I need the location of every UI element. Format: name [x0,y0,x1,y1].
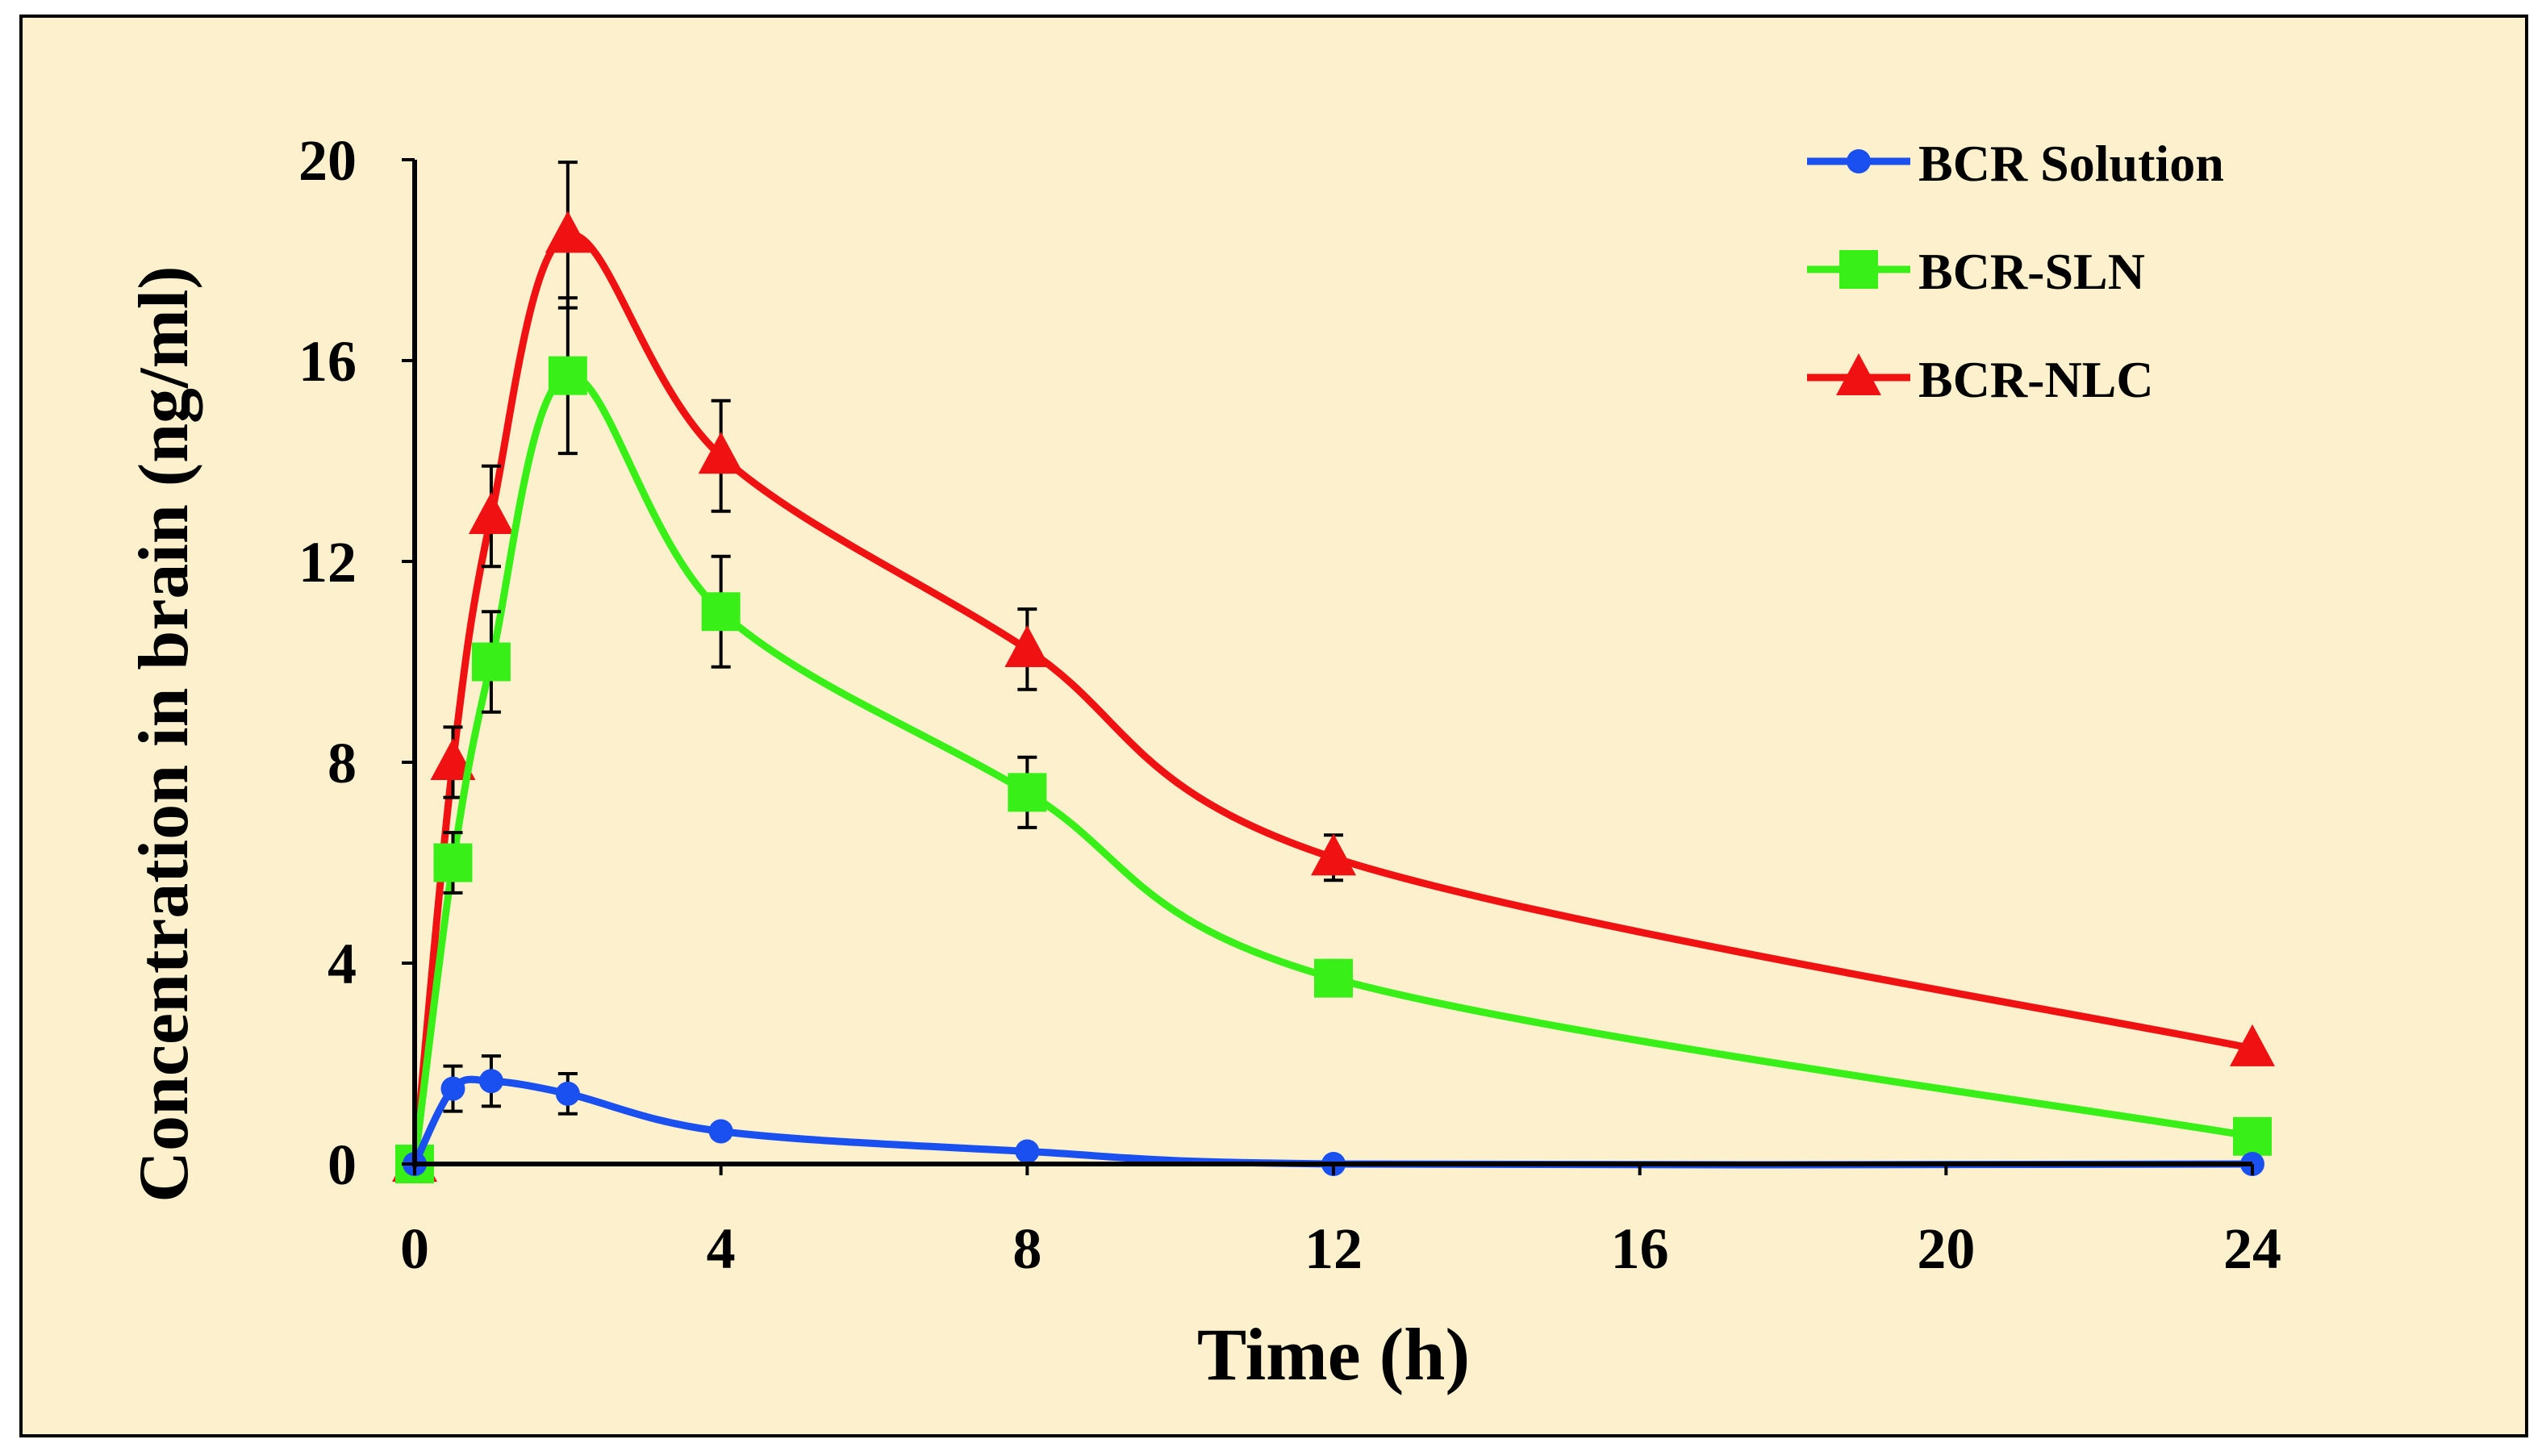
data-point-bcr-sln [2233,1116,2272,1156]
x-tick-label: 8 [1012,1216,1041,1281]
series-bcr-nlc [392,161,2275,1182]
data-point-bcr-nlc [698,432,744,474]
y-tick-label: 0 [328,1133,357,1197]
legend-item-bcr-nlc: BCR-NLC [1807,351,2154,408]
legend-marker [1847,149,1871,173]
data-point-bcr-nlc [468,491,514,534]
chart-background [19,15,2528,1437]
x-tick-label: 16 [1611,1216,1669,1281]
data-point-bcr-nlc [430,738,476,780]
data-point-bcr-solution [478,1069,503,1094]
data-point-bcr-solution [708,1119,733,1144]
data-point-bcr-sln [1008,773,1047,812]
y-axis-title: Concentration in brain (ng/ml) [125,265,203,1202]
data-point-bcr-nlc [2230,1024,2275,1066]
ticks: 0 4 8 12 16 20 24 0 4 8 12 16 20 [298,128,2281,1281]
data-point-bcr-solution [1015,1139,1040,1164]
data-point-bcr-nlc [1311,833,1356,876]
legend-label: BCR-SLN [1918,243,2145,300]
legend-marker [1839,250,1878,289]
y-tick-label: 4 [328,932,357,996]
data-point-bcr-nlc [545,211,591,253]
legend-marker [1836,353,1881,395]
y-tick-label: 20 [298,128,357,193]
data-point-bcr-sln [701,592,741,632]
data-point-bcr-sln [433,843,473,882]
y-tick-label: 12 [298,530,357,594]
legend-label: BCR-NLC [1918,351,2154,408]
data-point-bcr-solution [440,1076,465,1101]
x-axis-title: Time (h) [1197,1313,1470,1396]
series-bcr-sln [395,296,2272,1183]
data-point-bcr-sln [471,642,511,682]
y-tick-label: 8 [328,731,357,795]
data-point-bcr-nlc [1004,624,1050,667]
x-tick-label: 20 [1917,1216,1975,1281]
x-tick-label: 0 [400,1216,429,1281]
legend-item-bcr-solution: BCR Solution [1807,135,2224,192]
series-layer [392,161,2275,1183]
data-point-bcr-sln [548,356,587,395]
x-tick-label: 4 [707,1216,736,1281]
x-tick-label: 12 [1304,1216,1363,1281]
legend-label: BCR Solution [1918,135,2224,192]
y-tick-label: 16 [298,329,357,394]
data-point-bcr-sln [1314,958,1353,998]
legend: BCR Solution BCR-SLN BCR-NLC [1807,135,2224,408]
legend-item-bcr-sln: BCR-SLN [1807,243,2145,300]
x-tick-label: 24 [2223,1216,2281,1281]
data-point-bcr-solution [555,1081,580,1106]
